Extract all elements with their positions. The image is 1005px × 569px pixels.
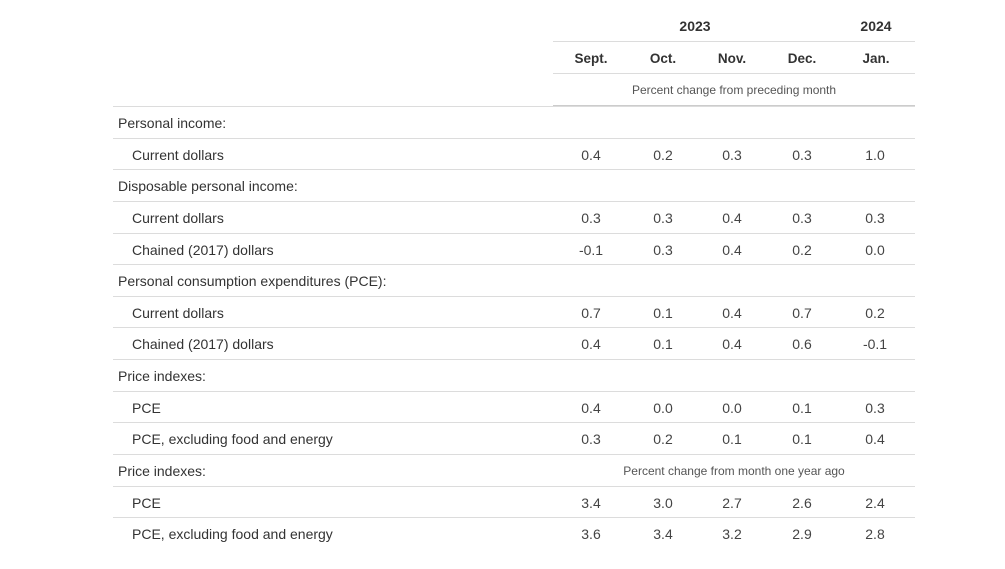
table-cell: 0.3 <box>581 431 601 447</box>
month-jan: Jan. <box>862 51 890 66</box>
table-cell: 0.4 <box>581 400 601 416</box>
row-label: PCE, excluding food and energy <box>132 526 333 542</box>
table-cell: 0.3 <box>792 147 812 163</box>
table-cell: 0.2 <box>653 431 673 447</box>
row-divider <box>113 327 915 328</box>
table-cell: 0.0 <box>722 400 742 416</box>
table-cell: 3.6 <box>581 526 601 542</box>
subheader-yearly: Percent change from month one year ago <box>623 464 845 478</box>
section-label: Disposable personal income: <box>118 178 298 194</box>
month-dec: Dec. <box>787 51 817 66</box>
row-label: Chained (2017) dollars <box>132 336 274 352</box>
row-divider <box>113 264 915 265</box>
year-2024-underline <box>840 41 915 42</box>
table-cell: 0.4 <box>722 336 742 352</box>
table-cell: 0.7 <box>581 305 601 321</box>
table-cell: 0.4 <box>581 147 601 163</box>
table-cell: 0.7 <box>792 305 812 321</box>
table-cell: 0.0 <box>865 242 885 258</box>
table-cell: 0.1 <box>792 431 812 447</box>
table-cell: 2.4 <box>865 495 885 511</box>
table-cell: 2.7 <box>722 495 742 511</box>
subheader-monthly: Percent change from preceding month <box>631 83 837 97</box>
row-divider <box>113 296 915 297</box>
table-cell: 0.4 <box>722 210 742 226</box>
section-label: Price indexes: <box>118 463 206 479</box>
month-nov: Nov. <box>717 51 747 66</box>
row-divider <box>113 486 915 487</box>
month-oct: Oct. <box>649 51 677 66</box>
table-cell: 0.6 <box>792 336 812 352</box>
table-cell: 0.3 <box>653 210 673 226</box>
table-cell: 2.8 <box>865 526 885 542</box>
table-cell: 3.4 <box>581 495 601 511</box>
table-cell: 1.0 <box>865 147 885 163</box>
table-cell: 0.3 <box>581 210 601 226</box>
table-cell: 0.4 <box>581 336 601 352</box>
row-divider <box>113 169 915 170</box>
row-label: PCE, excluding food and energy <box>132 431 333 447</box>
section-label: Personal consumption expenditures (PCE): <box>118 273 387 289</box>
row-label: Chained (2017) dollars <box>132 242 274 258</box>
row-divider <box>113 233 915 234</box>
table-cell: 0.3 <box>865 400 885 416</box>
table-cell: 0.2 <box>653 147 673 163</box>
row-divider <box>113 138 915 139</box>
table-cell: 0.3 <box>792 210 812 226</box>
row-label: PCE <box>132 495 161 511</box>
table-cell: 0.0 <box>653 400 673 416</box>
row-label: Current dollars <box>132 305 224 321</box>
table-cell: 3.2 <box>722 526 742 542</box>
table-cell: 0.3 <box>865 210 885 226</box>
table-cell: 3.4 <box>653 526 673 542</box>
table-cell: 2.9 <box>792 526 812 542</box>
table-cell: 0.1 <box>722 431 742 447</box>
row-label: Current dollars <box>132 147 224 163</box>
year-2023: 2023 <box>679 18 711 34</box>
row-label: PCE <box>132 400 161 416</box>
table-cell: 0.3 <box>653 242 673 258</box>
row-divider <box>113 106 915 107</box>
section-label: Price indexes: <box>118 368 206 384</box>
row-divider <box>113 454 915 455</box>
table-cell: 0.1 <box>653 305 673 321</box>
row-divider <box>113 391 915 392</box>
row-label: Current dollars <box>132 210 224 226</box>
table-cell: 0.1 <box>792 400 812 416</box>
table-cell: 2.6 <box>792 495 812 511</box>
table-cell: 0.1 <box>653 336 673 352</box>
row-divider <box>113 422 915 423</box>
row-divider <box>113 517 915 518</box>
row-divider <box>113 359 915 360</box>
table-cell: -0.1 <box>578 242 604 258</box>
section-label: Personal income: <box>118 115 227 131</box>
table-cell: 0.4 <box>722 305 742 321</box>
table-cell: 0.2 <box>865 305 885 321</box>
table-cell: 0.4 <box>865 431 885 447</box>
table-cell: -0.1 <box>862 336 888 352</box>
year-2023-underline <box>553 41 840 42</box>
table-cell: 3.0 <box>653 495 673 511</box>
table-cell: 0.4 <box>722 242 742 258</box>
table-cell: 0.3 <box>722 147 742 163</box>
year-2024: 2024 <box>860 18 892 34</box>
month-sept: Sept. <box>574 51 608 66</box>
row-divider <box>113 201 915 202</box>
month-row-underline <box>553 73 915 74</box>
table-cell: 0.2 <box>792 242 812 258</box>
